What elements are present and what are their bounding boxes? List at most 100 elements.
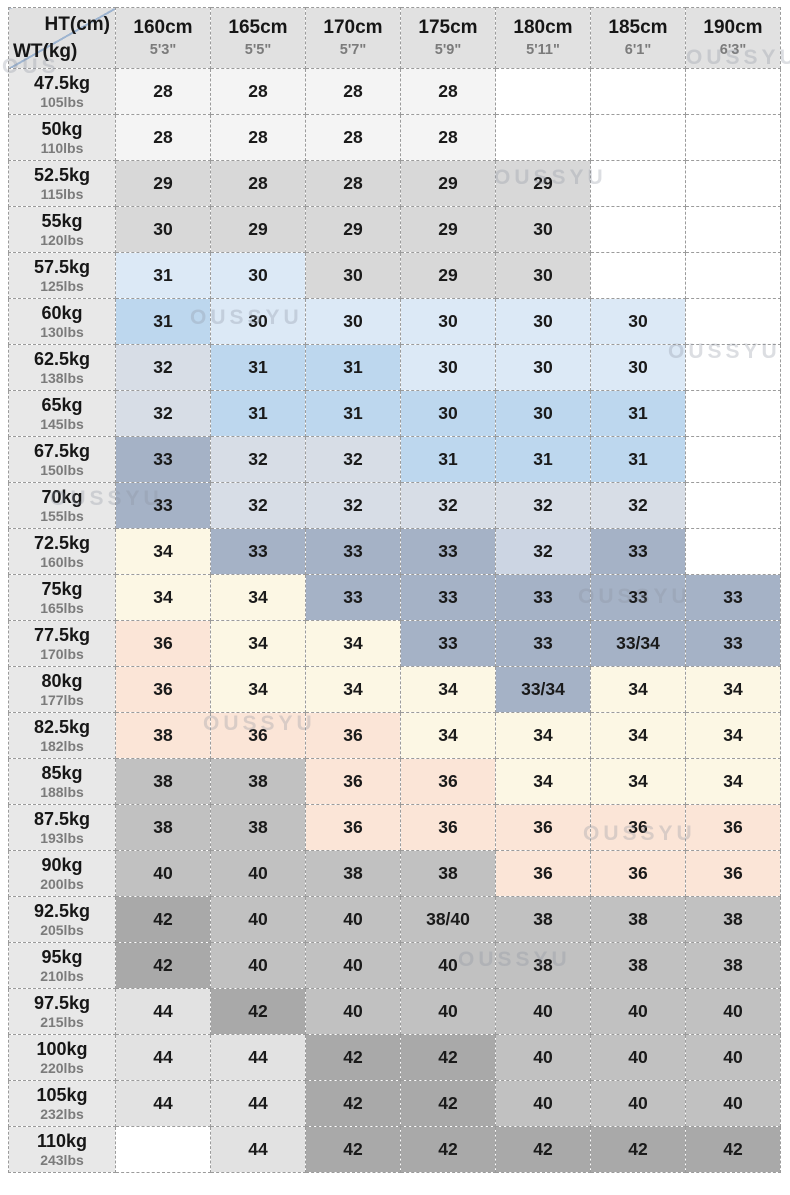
size-cell: 36 bbox=[590, 804, 686, 851]
weight-kg-label: 92.5kg bbox=[33, 900, 91, 921]
size-cell: 44 bbox=[115, 1080, 211, 1127]
size-cell: 34 bbox=[210, 574, 306, 621]
size-cell: 34 bbox=[590, 666, 686, 713]
weight-kg-label: 90kg bbox=[41, 854, 83, 875]
weight-lbs-label: 182lbs bbox=[40, 737, 84, 754]
size-cell: 42 bbox=[210, 988, 306, 1035]
size-cell: 28 bbox=[210, 160, 306, 207]
size-cell: 33/34 bbox=[590, 620, 686, 667]
size-cell: 42 bbox=[400, 1034, 496, 1081]
size-cell: 44 bbox=[210, 1126, 306, 1173]
size-cell: 32 bbox=[210, 482, 306, 529]
weight-lbs-label: 215lbs bbox=[40, 1013, 84, 1030]
weight-lbs-label: 165lbs bbox=[40, 599, 84, 616]
size-cell: 28 bbox=[400, 68, 496, 115]
size-cell: 40 bbox=[115, 850, 211, 897]
size-cell: 31 bbox=[305, 344, 401, 391]
size-cell: 30 bbox=[495, 344, 591, 391]
size-cell: 34 bbox=[685, 666, 781, 713]
weight-kg-label: 105kg bbox=[36, 1084, 88, 1105]
size-cell: 32 bbox=[210, 436, 306, 483]
empty-cell bbox=[685, 68, 781, 115]
size-cell: 40 bbox=[210, 850, 306, 897]
weight-lbs-label: 138lbs bbox=[40, 369, 84, 386]
weight-kg-label: 87.5kg bbox=[33, 808, 91, 829]
size-cell: 33 bbox=[115, 482, 211, 529]
size-cell: 34 bbox=[210, 666, 306, 713]
weight-kg-label: 60kg bbox=[41, 302, 83, 323]
size-cell: 31 bbox=[115, 252, 211, 299]
size-cell: 40 bbox=[495, 1080, 591, 1127]
table-row: 60kg 130lbs 31 30 30 30 30 30 bbox=[8, 298, 781, 345]
weight-kg-label: 80kg bbox=[41, 670, 83, 691]
table-row: 55kg 120lbs 30 29 29 29 30 bbox=[8, 206, 781, 253]
table-row: 97.5kg 215lbs 44 42 40 40 40 40 40 bbox=[8, 988, 781, 1035]
weight-row-label: 85kg 188lbs bbox=[8, 758, 116, 805]
size-cell: 36 bbox=[210, 712, 306, 759]
size-cell: 38/40 bbox=[400, 896, 496, 943]
column-header-165cm: 165cm 5'5" bbox=[210, 7, 306, 69]
table-row: 105kg 232lbs 44 44 42 42 40 40 40 bbox=[8, 1080, 781, 1127]
size-cell: 38 bbox=[305, 850, 401, 897]
weight-kg-label: 95kg bbox=[41, 946, 83, 967]
size-cell: 44 bbox=[210, 1034, 306, 1081]
size-cell: 31 bbox=[115, 298, 211, 345]
size-cell: 38 bbox=[400, 850, 496, 897]
height-cm-label: 180cm bbox=[513, 17, 573, 39]
size-cell: 40 bbox=[305, 896, 401, 943]
size-cell: 33 bbox=[685, 620, 781, 667]
weight-row-label: 62.5kg 138lbs bbox=[8, 344, 116, 391]
size-cell: 38 bbox=[495, 896, 591, 943]
size-cell: 28 bbox=[210, 114, 306, 161]
size-cell: 33 bbox=[400, 528, 496, 575]
size-cell: 36 bbox=[495, 850, 591, 897]
size-cell: 34 bbox=[685, 758, 781, 805]
size-cell: 32 bbox=[495, 482, 591, 529]
size-cell: 29 bbox=[400, 206, 496, 253]
empty-cell bbox=[685, 528, 781, 575]
size-cell: 28 bbox=[115, 114, 211, 161]
size-cell: 34 bbox=[115, 574, 211, 621]
height-ft-label: 5'3" bbox=[149, 42, 177, 59]
weight-kg-label: 85kg bbox=[41, 762, 83, 783]
size-cell: 42 bbox=[590, 1126, 686, 1173]
weight-lbs-label: 120lbs bbox=[40, 231, 84, 248]
table-row: 72.5kg 160lbs 34 33 33 33 32 33 bbox=[8, 528, 781, 575]
weight-lbs-label: 170lbs bbox=[40, 645, 84, 662]
size-cell: 34 bbox=[400, 666, 496, 713]
weight-lbs-label: 193lbs bbox=[40, 829, 84, 846]
weight-lbs-label: 155lbs bbox=[40, 507, 84, 524]
size-cell: 40 bbox=[400, 988, 496, 1035]
weight-kg-label: 47.5kg bbox=[33, 72, 91, 93]
empty-cell bbox=[590, 68, 686, 115]
table-row: 67.5kg 150lbs 33 32 32 31 31 31 bbox=[8, 436, 781, 483]
size-cell: 33 bbox=[495, 574, 591, 621]
size-cell: 28 bbox=[210, 68, 306, 115]
column-header-185cm: 185cm 6'1" bbox=[590, 7, 686, 69]
size-cell: 40 bbox=[495, 988, 591, 1035]
corner-cell: HT(cm) WT(kg) bbox=[8, 7, 116, 69]
size-cell: 36 bbox=[305, 712, 401, 759]
empty-cell bbox=[115, 1126, 211, 1173]
empty-cell bbox=[685, 160, 781, 207]
empty-cell bbox=[685, 344, 781, 391]
size-cell: 44 bbox=[115, 1034, 211, 1081]
height-cm-label: 185cm bbox=[608, 17, 668, 39]
size-cell: 32 bbox=[400, 482, 496, 529]
size-cell: 32 bbox=[305, 482, 401, 529]
size-cell: 33 bbox=[495, 620, 591, 667]
size-cell: 28 bbox=[305, 68, 401, 115]
height-ft-label: 6'3" bbox=[719, 42, 747, 59]
size-cell: 34 bbox=[400, 712, 496, 759]
weight-row-label: 50kg 110lbs bbox=[8, 114, 116, 161]
size-cell: 31 bbox=[590, 390, 686, 437]
size-cell: 34 bbox=[495, 758, 591, 805]
weight-kg-label: 100kg bbox=[36, 1038, 88, 1059]
size-cell: 30 bbox=[210, 298, 306, 345]
size-cell: 30 bbox=[495, 390, 591, 437]
size-cell: 33 bbox=[305, 574, 401, 621]
size-cell: 34 bbox=[685, 712, 781, 759]
weight-row-label: 110kg 243lbs bbox=[8, 1126, 116, 1173]
size-cell: 32 bbox=[115, 344, 211, 391]
empty-cell bbox=[590, 114, 686, 161]
